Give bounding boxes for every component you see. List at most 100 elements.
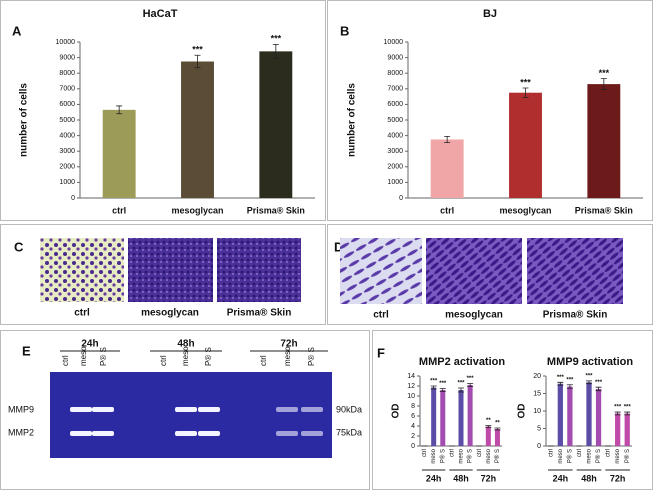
significance: *** — [585, 373, 593, 379]
y-tick-label: 2000 — [387, 164, 403, 171]
band — [70, 407, 92, 412]
significance: *** — [467, 376, 475, 382]
significance: *** — [520, 77, 531, 87]
micrograph-label: mesoglycan — [141, 308, 199, 319]
y-axis-label: number of cells — [347, 83, 358, 157]
error-bar — [444, 135, 451, 144]
bar — [440, 390, 446, 446]
y-tick-label: 2 — [411, 433, 415, 440]
micrograph-label: ctrl — [373, 310, 389, 321]
bar — [430, 139, 464, 198]
bar — [431, 387, 437, 446]
error-bar — [467, 383, 474, 387]
x-tick-label: ctrl — [477, 449, 483, 457]
y-tick-label: 4000 — [59, 132, 75, 139]
micrograph-label: Prisma® Skin — [227, 308, 292, 319]
error-bar — [194, 54, 201, 69]
micrograph — [340, 238, 422, 304]
bar — [102, 109, 136, 198]
error-bar — [586, 380, 592, 385]
error-bar — [557, 381, 564, 386]
y-axis-label: number of cells — [19, 83, 30, 157]
error-bar — [272, 43, 279, 59]
y-tick-label: 3000 — [59, 148, 75, 155]
gel-bands — [70, 407, 323, 436]
group-label: 48h — [453, 473, 469, 483]
micrograph — [426, 238, 522, 304]
y-tick-label: 6000 — [59, 101, 75, 108]
y-tick-label: 8000 — [387, 70, 403, 77]
group-label: 24h — [553, 473, 569, 483]
significance: *** — [430, 379, 438, 385]
micrograph — [527, 238, 623, 304]
x-tick-label: ctrl — [449, 449, 455, 457]
x-tick-label: meso — [486, 448, 492, 463]
bar — [467, 385, 473, 446]
y-tick-label: 3000 — [387, 148, 403, 155]
lane-label: P® S — [204, 347, 213, 366]
y-tick-label: 7000 — [387, 86, 403, 93]
significance: *** — [557, 375, 565, 381]
y-tick-label: 14 — [407, 373, 415, 380]
significance: *** — [595, 380, 603, 386]
significance: *** — [439, 381, 447, 387]
size-label: 90kDa — [336, 404, 362, 414]
y-tick-label: 8 — [411, 403, 415, 410]
frame-f — [372, 330, 653, 490]
significance: *** — [566, 377, 574, 383]
x-tick-label: meso — [558, 448, 564, 463]
micrograph — [217, 238, 301, 302]
error-bar — [430, 385, 437, 390]
significance: *** — [192, 45, 203, 55]
y-tick-label: 8000 — [59, 70, 75, 77]
y-tick-label: 5 — [537, 425, 541, 432]
x-tick-label: ctrl — [112, 205, 126, 215]
bar — [595, 388, 602, 446]
error-bar — [614, 411, 621, 416]
panel-letter: E — [22, 343, 31, 358]
x-tick-label: meso — [615, 448, 621, 463]
chart-title: MMP2 activation — [419, 356, 505, 368]
x-tick-label: P® S — [467, 449, 474, 463]
micrograph-label: mesoglycan — [445, 310, 503, 321]
size-label: 75kDa — [336, 427, 362, 437]
group-label: 24h — [426, 473, 442, 483]
band — [92, 431, 114, 436]
lane-label: ctrl — [259, 355, 268, 366]
x-tick-label: Prisma® Skin — [575, 205, 633, 215]
significance: ** — [486, 418, 491, 424]
bar — [485, 426, 491, 446]
error-bar — [116, 105, 123, 115]
band — [92, 407, 114, 412]
y-tick-label: 0 — [71, 195, 75, 202]
error-bar — [458, 387, 464, 393]
x-tick-label: P® S — [566, 449, 573, 463]
group-label: 72h — [481, 473, 497, 483]
bar — [259, 51, 293, 198]
y-tick-label: 20 — [533, 373, 541, 380]
group-label: 72h — [610, 473, 626, 483]
x-tick-label: P® S — [494, 449, 501, 463]
timepoint: 24h — [81, 339, 98, 350]
chart-title: HaCaT — [143, 8, 178, 20]
x-tick-label: meso — [459, 448, 465, 463]
chart-title: MMP9 activation — [547, 356, 633, 368]
significance: *** — [599, 68, 610, 78]
panel-letter: C — [14, 239, 24, 254]
panel-letter: B — [340, 23, 349, 38]
chart-title: BJ — [483, 8, 497, 20]
lane-label: ctrl — [61, 355, 70, 366]
y-tick-label: 6000 — [387, 101, 403, 108]
significance: *** — [624, 405, 632, 411]
error-bar — [600, 78, 607, 90]
panel-letter: D — [334, 239, 343, 254]
x-tick-label: P® S — [595, 449, 602, 463]
x-tick-label: P® S — [439, 449, 446, 463]
y-tick-label: 1000 — [59, 179, 75, 186]
significance: *** — [271, 34, 282, 44]
gel — [50, 372, 332, 458]
x-tick-label: ctrl — [440, 205, 454, 215]
y-tick-label: 5000 — [387, 117, 403, 124]
significance: *** — [614, 405, 622, 411]
error-bar — [566, 384, 573, 389]
